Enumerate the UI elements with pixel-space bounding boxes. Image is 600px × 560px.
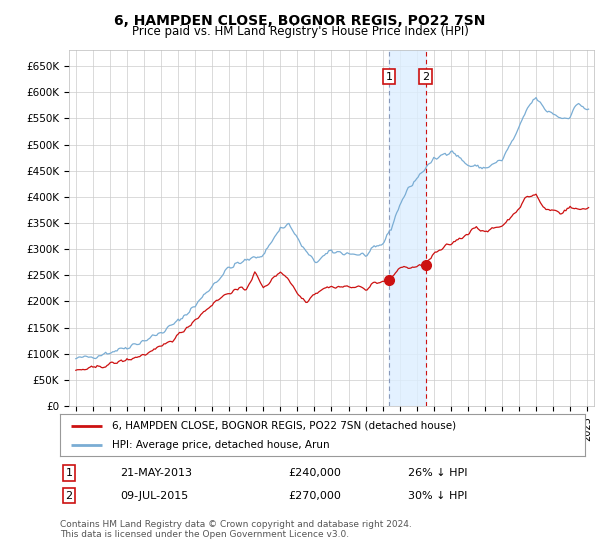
Text: HPI: Average price, detached house, Arun: HPI: Average price, detached house, Arun bbox=[113, 440, 330, 450]
Text: 30% ↓ HPI: 30% ↓ HPI bbox=[408, 491, 467, 501]
Text: 26% ↓ HPI: 26% ↓ HPI bbox=[408, 468, 467, 478]
Text: 2: 2 bbox=[422, 72, 429, 82]
Text: Price paid vs. HM Land Registry's House Price Index (HPI): Price paid vs. HM Land Registry's House … bbox=[131, 25, 469, 38]
Text: 2: 2 bbox=[65, 491, 73, 501]
Text: 6, HAMPDEN CLOSE, BOGNOR REGIS, PO22 7SN: 6, HAMPDEN CLOSE, BOGNOR REGIS, PO22 7SN bbox=[115, 14, 485, 28]
Text: 21-MAY-2013: 21-MAY-2013 bbox=[120, 468, 192, 478]
Bar bbox=[389, 50, 425, 406]
Text: 6, HAMPDEN CLOSE, BOGNOR REGIS, PO22 7SN (detached house): 6, HAMPDEN CLOSE, BOGNOR REGIS, PO22 7SN… bbox=[113, 421, 457, 431]
Text: 1: 1 bbox=[386, 72, 392, 82]
Text: 1: 1 bbox=[65, 468, 73, 478]
Text: 09-JUL-2015: 09-JUL-2015 bbox=[120, 491, 188, 501]
Text: £240,000: £240,000 bbox=[288, 468, 341, 478]
Text: £270,000: £270,000 bbox=[288, 491, 341, 501]
Text: Contains HM Land Registry data © Crown copyright and database right 2024.
This d: Contains HM Land Registry data © Crown c… bbox=[60, 520, 412, 539]
